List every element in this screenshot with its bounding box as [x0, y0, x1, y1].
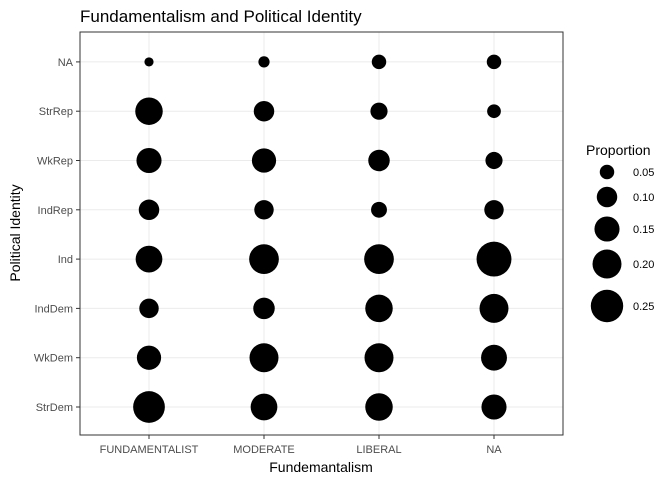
legend-key-circle: [599, 164, 615, 180]
legend-key-label: 0.10: [633, 192, 654, 204]
data-points: [133, 54, 512, 423]
chart-title: Fundamentalism and Political Identity: [80, 7, 362, 26]
legend-key-label: 0.20: [633, 259, 654, 271]
data-point: [250, 393, 278, 421]
y-tick-label: StrDem: [36, 402, 73, 414]
data-point: [365, 294, 393, 323]
data-point: [485, 151, 503, 170]
data-point: [484, 200, 504, 220]
legend-items: 0.05 0.10 0.15 0.20 0.25: [590, 164, 654, 323]
legend-key-circle: [592, 249, 622, 279]
x-tick-label: LIBERAL: [356, 444, 401, 456]
y-tick-label: IndDem: [34, 303, 73, 315]
x-tick-label: MODERATE: [233, 444, 295, 456]
data-point: [476, 241, 512, 277]
data-point: [133, 391, 165, 423]
data-point: [365, 393, 393, 421]
y-tick-label: IndRep: [38, 205, 73, 217]
data-point: [249, 343, 279, 373]
legend-key-label: 0.25: [633, 301, 654, 313]
data-point: [481, 394, 507, 420]
data-point: [253, 100, 275, 122]
legend-key-label: 0.05: [633, 167, 654, 179]
plot-panel-border: [79, 31, 564, 436]
data-point: [371, 54, 387, 70]
data-point: [479, 293, 509, 323]
y-tick-label: NA: [58, 57, 74, 69]
data-point: [136, 345, 162, 370]
y-tick-label: Ind: [58, 254, 73, 266]
data-point: [486, 54, 502, 70]
data-point: [481, 344, 507, 371]
legend-key-circle: [596, 186, 618, 208]
x-tick-label: NA: [486, 444, 502, 456]
data-point: [139, 298, 159, 319]
x-axis-title: Fundemantalism: [269, 459, 373, 475]
data-point: [249, 244, 279, 274]
data-point: [368, 149, 390, 172]
y-tick-label: StrRep: [39, 106, 73, 118]
legend-key-label: 0.15: [633, 224, 654, 236]
data-point: [251, 148, 277, 173]
data-point: [370, 102, 388, 120]
y-axis-ticks: StrDem WkDem IndDem Ind IndRep WkRep StrRep NA: [34, 57, 80, 414]
y-axis-title: Political Identity: [7, 184, 23, 281]
y-tick-label: WkRep: [37, 156, 73, 168]
legend-key-circle: [594, 216, 620, 242]
data-point: [138, 199, 160, 221]
size-legend: Proportion 0.05 0.10 0.15 0.20 0.25: [586, 142, 654, 323]
data-point: [136, 147, 162, 174]
data-point: [258, 56, 270, 68]
data-point: [487, 104, 501, 119]
grid-lines: [80, 32, 563, 435]
data-point: [364, 244, 394, 274]
data-point: [135, 245, 163, 273]
x-tick-label: FUNDAMENTALIST: [100, 444, 199, 456]
legend-title: Proportion: [586, 142, 651, 158]
data-point: [144, 57, 154, 67]
x-axis-ticks: FUNDAMENTALIST MODERATE LIBERAL NA: [100, 435, 502, 456]
data-point: [371, 201, 387, 218]
legend-key-circle: [590, 289, 624, 323]
y-tick-label: WkDem: [34, 353, 73, 365]
data-point: [254, 200, 274, 220]
data-point: [135, 97, 163, 125]
data-point: [364, 343, 394, 373]
data-point: [253, 297, 275, 320]
